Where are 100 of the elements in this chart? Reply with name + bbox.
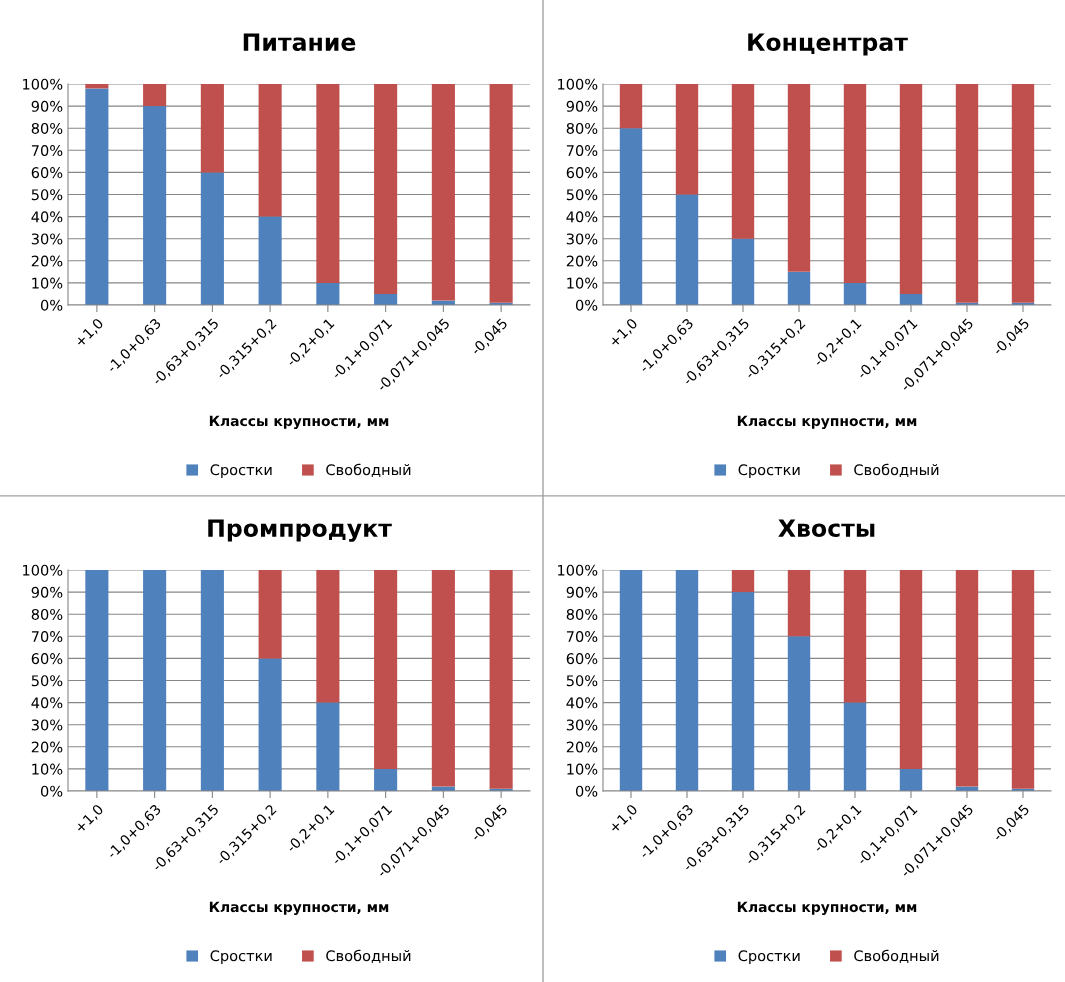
y-tick-label: 100% xyxy=(558,78,598,90)
bar xyxy=(85,84,109,89)
bar xyxy=(85,570,109,791)
y-tick-label: 0% xyxy=(575,785,598,797)
y-tick-label: 20% xyxy=(566,255,598,267)
bar xyxy=(899,570,923,769)
legend-label: Свободный xyxy=(326,463,411,478)
bar xyxy=(374,768,398,791)
bar xyxy=(258,570,282,659)
bar xyxy=(316,282,340,305)
y-tick-label: 60% xyxy=(31,167,63,179)
bar xyxy=(787,271,811,305)
bar xyxy=(374,84,398,294)
bar xyxy=(316,702,340,791)
bar xyxy=(143,570,167,791)
x-axis-title: Классы крупности, мм xyxy=(737,901,917,915)
bar xyxy=(431,84,455,301)
y-tick-label: 80% xyxy=(566,608,598,620)
legend-label: Сростки xyxy=(738,950,800,965)
y-tick-label: 20% xyxy=(566,741,598,753)
y-tick-label: 40% xyxy=(566,697,598,709)
y-tick-label: 100% xyxy=(23,78,63,90)
bar xyxy=(731,570,755,593)
bar xyxy=(843,282,867,305)
bar xyxy=(955,84,979,303)
x-axis-title: Классы крупности, мм xyxy=(737,415,917,429)
y-tick-label: 40% xyxy=(566,211,598,223)
y-tick-label: 100% xyxy=(558,564,598,576)
legend-label: Свободный xyxy=(854,949,939,964)
y-tick-label: 90% xyxy=(31,586,63,598)
y-tick-label: 70% xyxy=(566,145,598,157)
legend-label: Сростки xyxy=(738,464,800,479)
bar xyxy=(258,84,282,217)
legend-label: Свободный xyxy=(854,463,939,478)
y-tick-label: 80% xyxy=(31,122,63,134)
bar xyxy=(843,702,867,791)
y-tick-label: 100% xyxy=(23,564,63,576)
y-tick-label: 50% xyxy=(31,675,63,687)
y-tick-label: 0% xyxy=(40,299,63,311)
bar xyxy=(787,636,811,791)
bar xyxy=(258,216,282,305)
chart-title: Концентрат xyxy=(748,33,908,56)
bar xyxy=(675,194,699,305)
y-tick-label: 50% xyxy=(566,675,598,687)
y-tick-label: 40% xyxy=(31,697,63,709)
y-tick-label: 30% xyxy=(566,719,598,731)
y-tick-label: 20% xyxy=(31,255,63,267)
y-tick-label: 90% xyxy=(566,100,598,112)
bar xyxy=(1011,570,1035,789)
bar xyxy=(731,592,755,791)
y-tick-label: 50% xyxy=(31,189,63,201)
bar xyxy=(619,84,643,129)
y-tick-label: 10% xyxy=(567,763,598,775)
bar xyxy=(374,570,398,769)
bar xyxy=(200,172,224,305)
bar xyxy=(85,88,109,305)
bar xyxy=(431,570,455,787)
y-tick-label: 90% xyxy=(566,586,598,598)
bar xyxy=(489,570,513,789)
y-tick-label: 10% xyxy=(567,277,598,289)
bar xyxy=(316,84,340,283)
legend-label: Свободный xyxy=(326,949,411,964)
chart-title: Хвосты xyxy=(778,519,875,537)
y-tick-label: 30% xyxy=(566,233,598,245)
bar xyxy=(1011,84,1035,303)
y-tick-label: 10% xyxy=(32,763,63,775)
y-tick-label: 80% xyxy=(31,608,63,620)
y-tick-label: 50% xyxy=(566,189,598,201)
y-tick-label: 90% xyxy=(31,100,63,112)
chart-title: Питание xyxy=(243,33,356,51)
y-tick-label: 10% xyxy=(32,277,63,289)
bar xyxy=(316,570,340,703)
bar xyxy=(843,570,867,703)
y-tick-label: 70% xyxy=(566,631,598,643)
bar xyxy=(731,84,755,239)
bar xyxy=(619,128,643,305)
y-tick-label: 0% xyxy=(575,299,598,311)
bar xyxy=(675,84,699,195)
bar xyxy=(200,570,224,791)
y-tick-label: 30% xyxy=(31,233,63,245)
bar xyxy=(731,238,755,305)
bar xyxy=(899,84,923,294)
bar xyxy=(675,570,699,791)
bar xyxy=(787,570,811,637)
y-tick-label: 20% xyxy=(31,741,63,753)
y-tick-label: 60% xyxy=(31,653,63,665)
bar xyxy=(143,106,167,305)
y-tick-label: 40% xyxy=(31,211,63,223)
bar xyxy=(619,570,643,791)
bar xyxy=(200,84,224,173)
y-tick-label: 60% xyxy=(566,653,598,665)
y-tick-label: 60% xyxy=(566,167,598,179)
y-tick-label: 70% xyxy=(31,145,63,157)
y-tick-label: 30% xyxy=(31,719,63,731)
x-axis-title: Классы крупности, мм xyxy=(209,415,389,429)
bar xyxy=(955,570,979,787)
x-axis-title: Классы крупности, мм xyxy=(209,901,389,915)
bar xyxy=(374,293,398,305)
legend-label: Сростки xyxy=(210,950,272,965)
bar xyxy=(143,84,167,107)
